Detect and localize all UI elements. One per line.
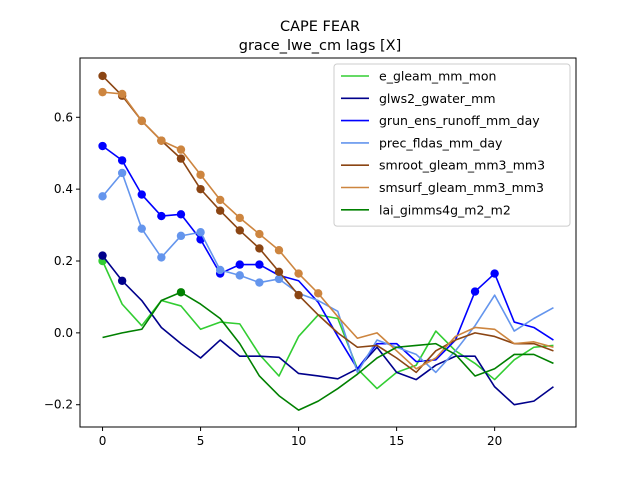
y-tick-label: 0.6 bbox=[54, 110, 73, 124]
data-point bbox=[98, 251, 107, 260]
data-point bbox=[274, 274, 284, 284]
legend-label: glws2_gwater_mm bbox=[379, 91, 496, 106]
legend-label: prec_fldas_mm_day bbox=[379, 135, 503, 150]
data-point bbox=[274, 267, 284, 276]
data-point bbox=[157, 136, 166, 145]
data-point bbox=[117, 168, 127, 178]
data-point bbox=[274, 246, 284, 255]
data-point bbox=[98, 71, 107, 81]
y-tick-label: 0.2 bbox=[54, 254, 73, 268]
data-point bbox=[176, 145, 186, 154]
data-point bbox=[98, 192, 107, 201]
data-point bbox=[157, 253, 166, 262]
data-point bbox=[255, 229, 264, 239]
data-point bbox=[470, 287, 480, 296]
y-tick-label: −0.2 bbox=[44, 398, 73, 412]
data-point bbox=[294, 290, 303, 300]
x-tick-label: 20 bbox=[487, 434, 502, 448]
plot-frame bbox=[79, 57, 577, 428]
data-point bbox=[176, 231, 186, 241]
data-point bbox=[137, 190, 146, 199]
legend-label: grun_ens_runoff_mm_day bbox=[379, 113, 540, 128]
data-point bbox=[215, 265, 225, 275]
data-point bbox=[255, 260, 264, 269]
data-point bbox=[196, 228, 205, 237]
chart-subtitle: grace_lwe_cm lags [X] bbox=[239, 38, 402, 54]
y-tick-label: 0.4 bbox=[54, 182, 73, 196]
x-tick-label: 15 bbox=[389, 434, 404, 448]
x-tick-label: 0 bbox=[99, 434, 107, 448]
data-point bbox=[117, 276, 127, 285]
series-line bbox=[101, 255, 554, 406]
legend-label: e_gleam_mm_mon bbox=[379, 69, 496, 84]
data-point bbox=[235, 226, 244, 235]
chart-title: CAPE FEAR bbox=[280, 19, 360, 35]
data-point bbox=[137, 116, 146, 126]
data-point bbox=[313, 289, 323, 298]
y-tick-label: 0.0 bbox=[54, 326, 73, 340]
series-lines bbox=[98, 71, 554, 411]
data-point bbox=[294, 269, 303, 278]
data-point bbox=[235, 260, 244, 269]
data-point bbox=[98, 141, 107, 151]
data-point bbox=[98, 87, 107, 97]
legend-label: smsurf_gleam_mm3_mm3 bbox=[379, 180, 544, 195]
series-line bbox=[101, 75, 554, 374]
legend-box bbox=[333, 63, 571, 227]
x-tick-label: 10 bbox=[291, 434, 306, 448]
legend-label: smroot_gleam_mm3_mm3 bbox=[379, 158, 545, 173]
data-point bbox=[490, 269, 499, 278]
data-point bbox=[255, 244, 264, 253]
series-smsurf_gleam_mm3_mm3 bbox=[98, 87, 554, 370]
series-lai_gimms4g_m2_m2 bbox=[102, 288, 554, 411]
data-point bbox=[215, 195, 225, 205]
series-line bbox=[101, 260, 554, 390]
data-point bbox=[235, 271, 244, 280]
data-point bbox=[117, 156, 127, 165]
x-tick-label: 5 bbox=[197, 434, 205, 448]
data-point bbox=[137, 224, 146, 233]
data-point bbox=[196, 184, 205, 194]
data-point bbox=[176, 210, 186, 219]
data-point bbox=[176, 154, 186, 163]
data-point bbox=[117, 89, 127, 99]
axes: 0 5 10 15 20 −0.2 0.0 0.2 0.4 0.6 bbox=[44, 110, 502, 448]
data-point bbox=[157, 211, 166, 221]
data-point bbox=[255, 278, 264, 287]
legend-label: lai_gimms4g_m2_m2 bbox=[379, 202, 511, 217]
data-point bbox=[196, 170, 205, 179]
legend: e_gleam_mm_mon glws2_gwater_mm grun_ens_ru… bbox=[333, 63, 571, 227]
data-point bbox=[215, 206, 225, 215]
data-point bbox=[235, 213, 244, 223]
data-point bbox=[176, 288, 186, 297]
series-glws2_gwater_mm bbox=[98, 251, 554, 406]
series-grun_ens_runoff_mm_day bbox=[98, 141, 554, 370]
